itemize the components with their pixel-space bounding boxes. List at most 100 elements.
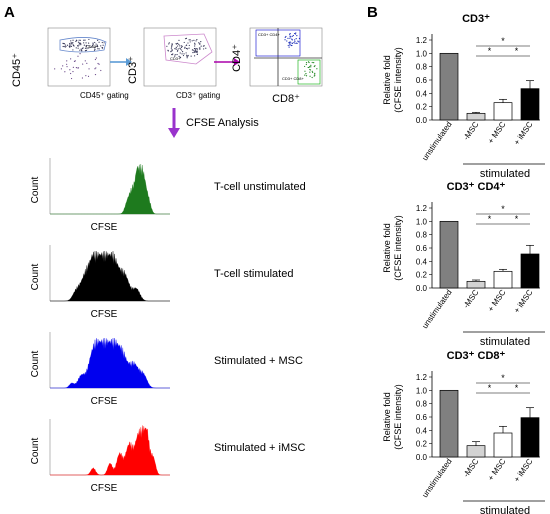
bar-chart-2: CD3⁺ CD4⁺ Relative fold (CFSE intensity) 0.… [382, 181, 545, 348]
gating-event [203, 48, 205, 50]
gating-event [198, 47, 201, 49]
gating-event [193, 47, 196, 50]
gating-event [298, 37, 301, 40]
gating-event [84, 47, 87, 49]
gating-event [200, 45, 202, 47]
bar-charts: CD3⁺Relative fold (CFSE intensity)0.00.20… [382, 13, 545, 514]
gating-arrow-2 [214, 58, 240, 66]
gating-event [86, 48, 88, 50]
gating-event [314, 65, 316, 67]
gating-event [304, 70, 306, 72]
gating-event [179, 48, 182, 50]
gating-event [75, 40, 77, 42]
gating-event [88, 47, 90, 49]
gating-plot1-events [54, 38, 105, 80]
gating-plot1-gate-label: CD45+ [86, 44, 99, 49]
gating-event [176, 42, 179, 44]
bar-chart-ytick-label: 0.8 [416, 400, 428, 409]
gating-event [171, 44, 173, 46]
significance-star: * [488, 214, 492, 224]
gating-event [189, 39, 191, 41]
gating-event [66, 60, 68, 62]
gating-event [188, 47, 190, 49]
gating-event [97, 48, 99, 50]
gating-event [186, 55, 188, 58]
bar-chart-category-label: + MSC [486, 457, 508, 483]
gating-event [194, 45, 196, 47]
bar-chart-category-label: unstimulated [420, 120, 453, 162]
gating-event [84, 60, 86, 62]
gating-event [188, 44, 190, 47]
gating-event [185, 44, 188, 46]
histogram-xlabel: CFSE [91, 309, 118, 320]
bar-chart-category-label: unstimulated [420, 288, 453, 330]
gating-event [64, 44, 67, 46]
bar-chart-category-label: + MSC [486, 120, 508, 146]
gating-event [205, 47, 207, 49]
cfse-analysis-arrow [168, 108, 180, 138]
gating-plot3-q2-label: CD3+ CD8+ [282, 76, 304, 81]
gating-event [103, 42, 105, 44]
significance-star: * [515, 46, 519, 56]
bar-chart-ytick-label: 0.4 [416, 89, 428, 98]
gating-event [304, 65, 306, 68]
gating-event [316, 68, 318, 70]
bar-chart-ytick-label: 0.4 [416, 257, 428, 266]
gating-event [198, 42, 200, 44]
gating-event [81, 50, 83, 52]
gating-event [64, 71, 66, 73]
gating-event [294, 33, 297, 35]
gating-event [176, 50, 179, 52]
gating-event [94, 48, 96, 50]
cfse-histogram-3: Count CFSE Stimulated + MSC [30, 332, 303, 407]
gating-event [290, 41, 292, 43]
gating-event [175, 48, 177, 50]
gating-event [98, 63, 100, 65]
significance-star: * [501, 204, 505, 214]
gating-event [293, 42, 295, 44]
gating-event [186, 48, 189, 50]
histogram-area [50, 425, 170, 476]
gating-event [313, 75, 315, 77]
bar-chart-ytick-label: 0.6 [416, 413, 428, 422]
gating-plot2-gate [163, 33, 213, 65]
gating-event [80, 48, 82, 50]
gating-event [178, 39, 180, 41]
gating-event [77, 55, 79, 57]
bar-imsc [520, 253, 540, 289]
gating-plot3-q1-gate [255, 29, 301, 57]
bar-chart-title: CD3⁺ CD4⁺ [447, 181, 506, 193]
gating-event [70, 45, 73, 47]
gating-event [177, 49, 179, 51]
gating-event [182, 54, 185, 57]
bar-chart-ytick-label: 1.2 [416, 204, 428, 213]
gating-event [94, 73, 97, 76]
gating-event [166, 45, 168, 47]
gating-event [170, 47, 173, 49]
gating-event [77, 45, 79, 47]
gating-event [71, 43, 73, 45]
gating-event [199, 43, 201, 45]
gating-event [296, 42, 298, 45]
bar-chart-ytick-label: 1.2 [416, 36, 428, 45]
gating-event [70, 77, 73, 80]
gating-event [309, 75, 311, 77]
histogram-ylabel: Count [30, 437, 41, 464]
gating-event [305, 75, 308, 77]
gating-event [69, 69, 71, 71]
gating-event [285, 35, 287, 38]
gating-event [312, 71, 314, 73]
gating-event [80, 43, 82, 45]
gating-event [83, 39, 85, 41]
bar-chart-ytick-label: 0.2 [416, 103, 428, 112]
gating-event [167, 49, 169, 51]
gating-event [95, 43, 97, 45]
histogram-title: T-cell unstimulated [214, 181, 306, 193]
gating-event [172, 53, 174, 55]
gating-event [70, 72, 72, 75]
gating-event [183, 41, 185, 44]
gating-event [311, 70, 313, 72]
gating-event [85, 42, 87, 44]
gating-plots: CD45⁺ CD45+ CD45⁺ gating CD3⁺ CD3+ CD3⁺ … [11, 27, 323, 105]
gating-plot1-frame [47, 27, 111, 87]
